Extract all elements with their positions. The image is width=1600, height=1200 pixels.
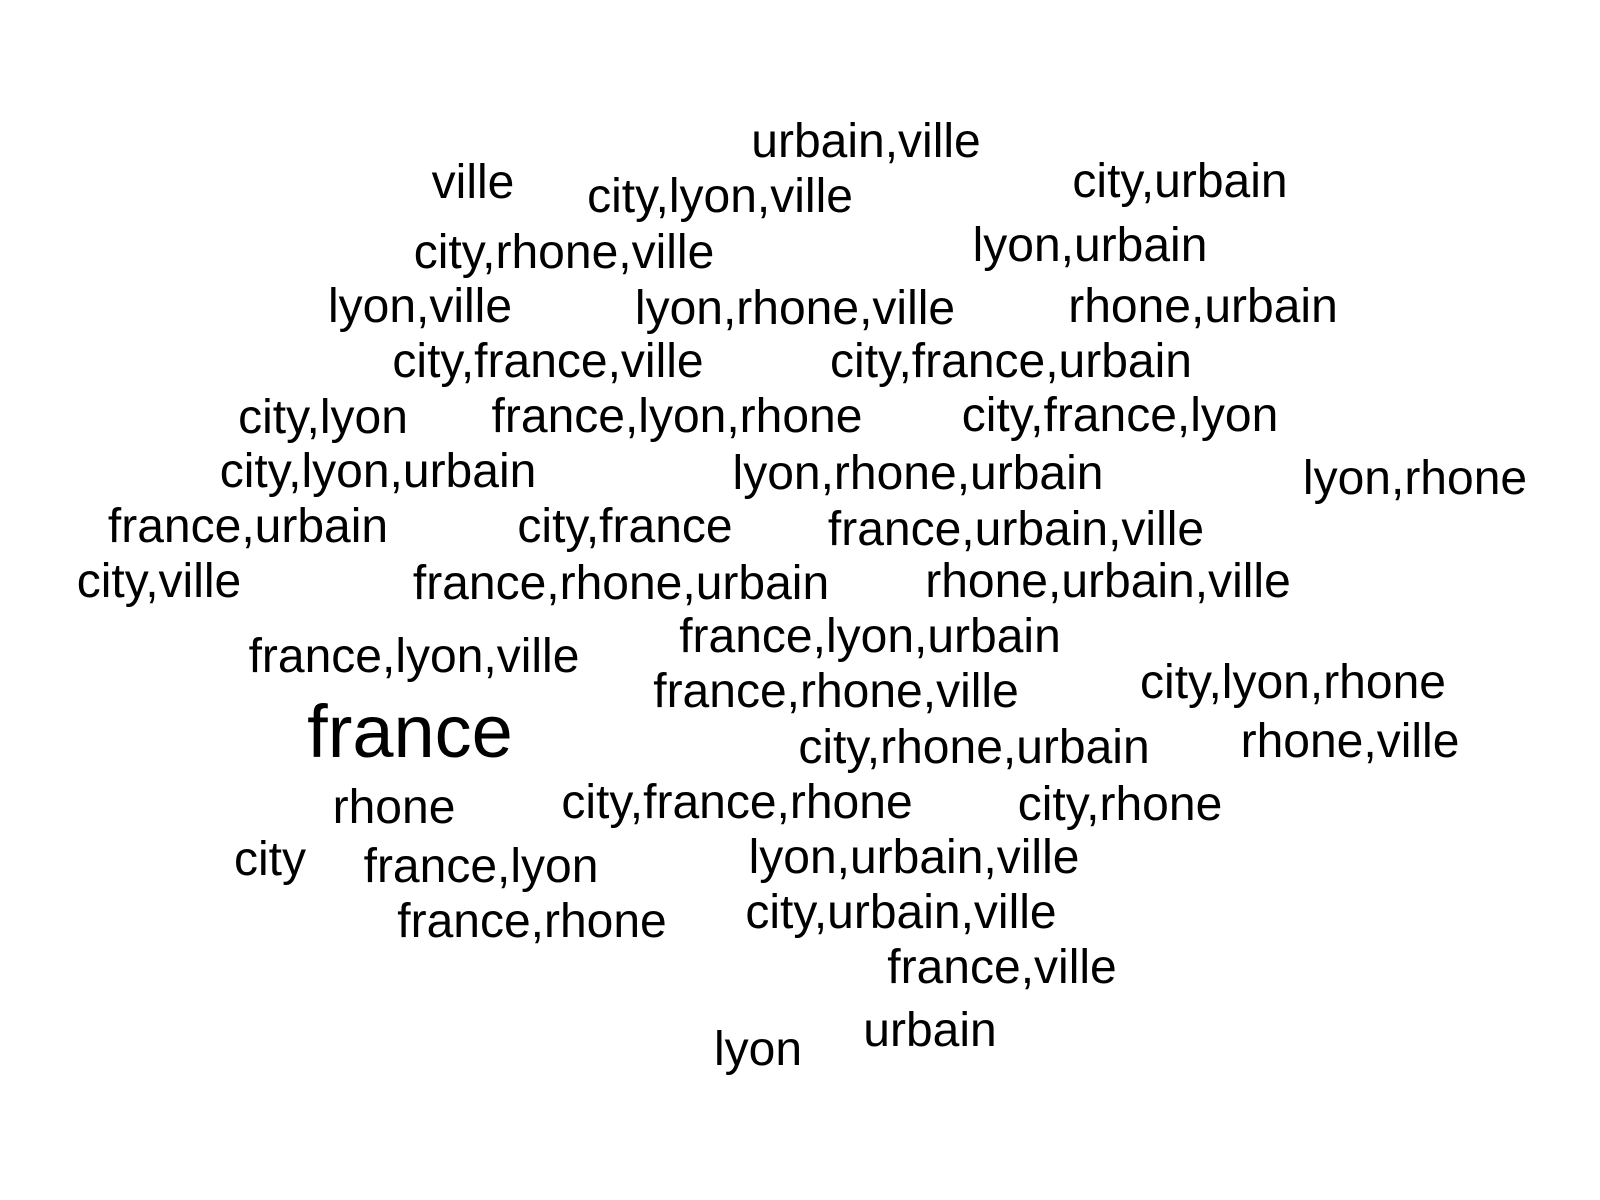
word-34: france,lyon xyxy=(363,840,599,893)
word-35: lyon,urbain,ville xyxy=(748,831,1080,884)
word-36: france,rhone xyxy=(397,895,667,948)
word-38: france,ville xyxy=(887,941,1117,994)
word-39: urbain xyxy=(863,1004,997,1057)
word-8: rhone,urbain xyxy=(1068,280,1338,333)
word-10: city,france,urbain xyxy=(830,335,1192,388)
word-33: city xyxy=(234,833,306,886)
word-18: city,france xyxy=(517,500,733,553)
word-12: france,lyon,rhone xyxy=(491,390,863,443)
word-21: france,rhone,urbain xyxy=(412,557,830,610)
word-22: rhone,urbain,ville xyxy=(925,555,1291,608)
word-27: france xyxy=(307,690,513,773)
word-14: city,lyon,urbain xyxy=(219,445,537,498)
word-15: lyon,rhone,urbain xyxy=(732,447,1104,500)
word-4: city,rhone,ville xyxy=(413,226,715,279)
word-16: lyon,rhone xyxy=(1302,452,1528,505)
word-37: city,urbain,ville xyxy=(745,886,1057,939)
word-7: lyon,rhone,ville xyxy=(634,282,956,335)
word-5: lyon,urbain xyxy=(972,219,1208,272)
word-17: france,urbain xyxy=(107,500,389,553)
word-19: france,urbain,ville xyxy=(827,503,1205,556)
word-26: city,lyon,rhone xyxy=(1140,656,1446,709)
word-2: city,lyon,ville xyxy=(587,170,853,223)
word-23: france,lyon,urbain xyxy=(679,610,1061,663)
word-30: rhone xyxy=(332,781,456,834)
word-31: city,france,rhone xyxy=(561,776,913,829)
word-3: city,urbain xyxy=(1072,155,1288,208)
word-9: city,france,ville xyxy=(392,335,704,388)
word-11: city,lyon xyxy=(238,391,408,444)
word-0: urbain,ville xyxy=(751,115,981,168)
word-29: rhone,ville xyxy=(1240,715,1460,768)
word-40: lyon xyxy=(713,1023,803,1076)
word-32: city,rhone xyxy=(1017,778,1223,831)
word-6: lyon,ville xyxy=(327,280,513,333)
word-1: ville xyxy=(431,156,515,209)
word-24: france,lyon,ville xyxy=(248,630,580,683)
word-28: city,rhone,urbain xyxy=(798,721,1150,774)
word-20: city,ville xyxy=(76,555,242,608)
word-13: city,france,lyon xyxy=(961,389,1279,442)
word-25: france,rhone,ville xyxy=(653,665,1019,718)
